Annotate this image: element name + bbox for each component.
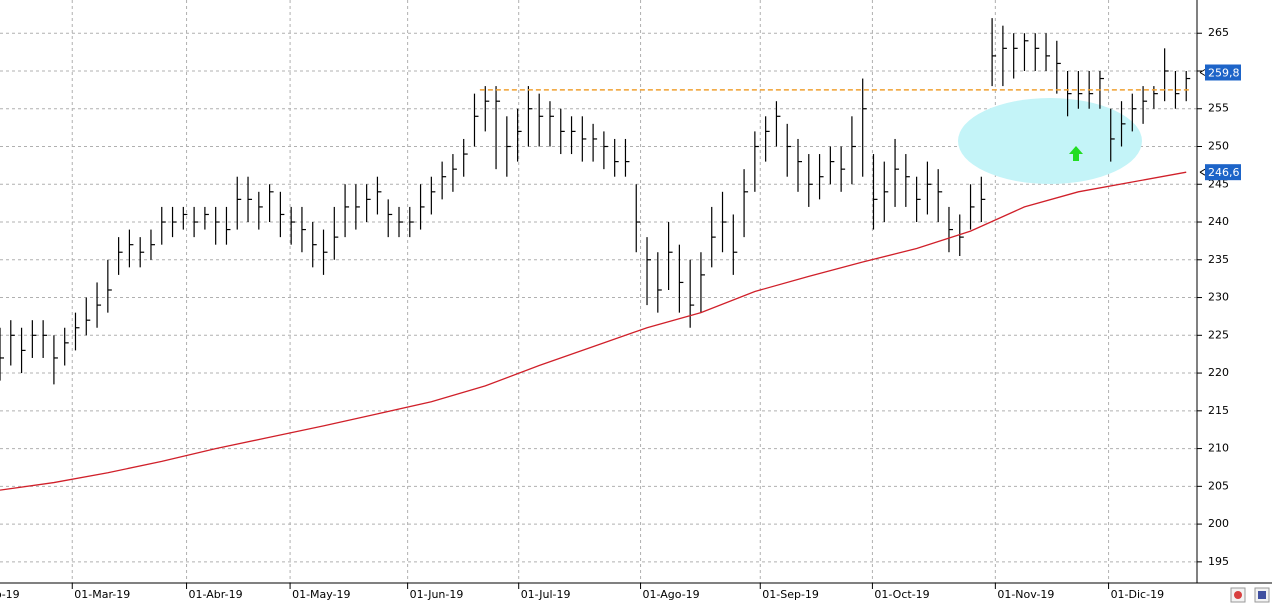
- up-arrow: [1069, 146, 1083, 161]
- y-tick-label: 250: [1208, 140, 1229, 153]
- x-tick-label: 01-Sep-19: [762, 588, 819, 601]
- x-tick-label: 01-Mar-19: [74, 588, 130, 601]
- x-tick-label: 01-Feb-19: [0, 588, 20, 601]
- price-tag-label: 246,6: [1208, 166, 1240, 179]
- save-glyph: [1258, 591, 1266, 599]
- x-tick-label: 01-Oct-19: [874, 588, 929, 601]
- moving-average: [0, 171, 1187, 491]
- x-tick-label: 01-Ago-19: [643, 588, 700, 601]
- x-tick-label: 01-Jun-19: [410, 588, 464, 601]
- price-tag: [1205, 164, 1241, 181]
- y-tick-label: 210: [1208, 442, 1229, 455]
- x-tick-label: 01-Jul-19: [521, 588, 571, 601]
- y-tick-label: 245: [1208, 177, 1229, 190]
- settings-glyph: [1234, 591, 1242, 599]
- price-pointer: [1199, 168, 1206, 176]
- y-tick-label: 230: [1208, 291, 1229, 304]
- y-tick-label: 235: [1208, 253, 1229, 266]
- price-tag: [1205, 64, 1241, 81]
- x-tick-label: 01-May-19: [292, 588, 350, 601]
- y-tick-label: 265: [1208, 26, 1229, 39]
- y-tick-label: 200: [1208, 517, 1229, 530]
- highlight-ellipse: [958, 98, 1142, 184]
- price-tag-label: 259,8: [1208, 66, 1240, 79]
- y-tick-label: 255: [1208, 102, 1229, 115]
- x-tick-label: 01-Nov-19: [997, 588, 1054, 601]
- y-tick-label: 215: [1208, 404, 1229, 417]
- x-tick-label: 01-Dic-19: [1111, 588, 1165, 601]
- x-tick-label: 01-Abr-19: [189, 588, 243, 601]
- grid: [0, 0, 1197, 583]
- y-tick-label: 225: [1208, 328, 1229, 341]
- toolbar: [1230, 587, 1270, 603]
- y-tick-label: 195: [1208, 555, 1229, 568]
- price-pointer: [1199, 69, 1206, 76]
- y-tick-label: 220: [1208, 366, 1229, 379]
- y-tick-label: 205: [1208, 479, 1229, 492]
- y-tick-label: 240: [1208, 215, 1229, 228]
